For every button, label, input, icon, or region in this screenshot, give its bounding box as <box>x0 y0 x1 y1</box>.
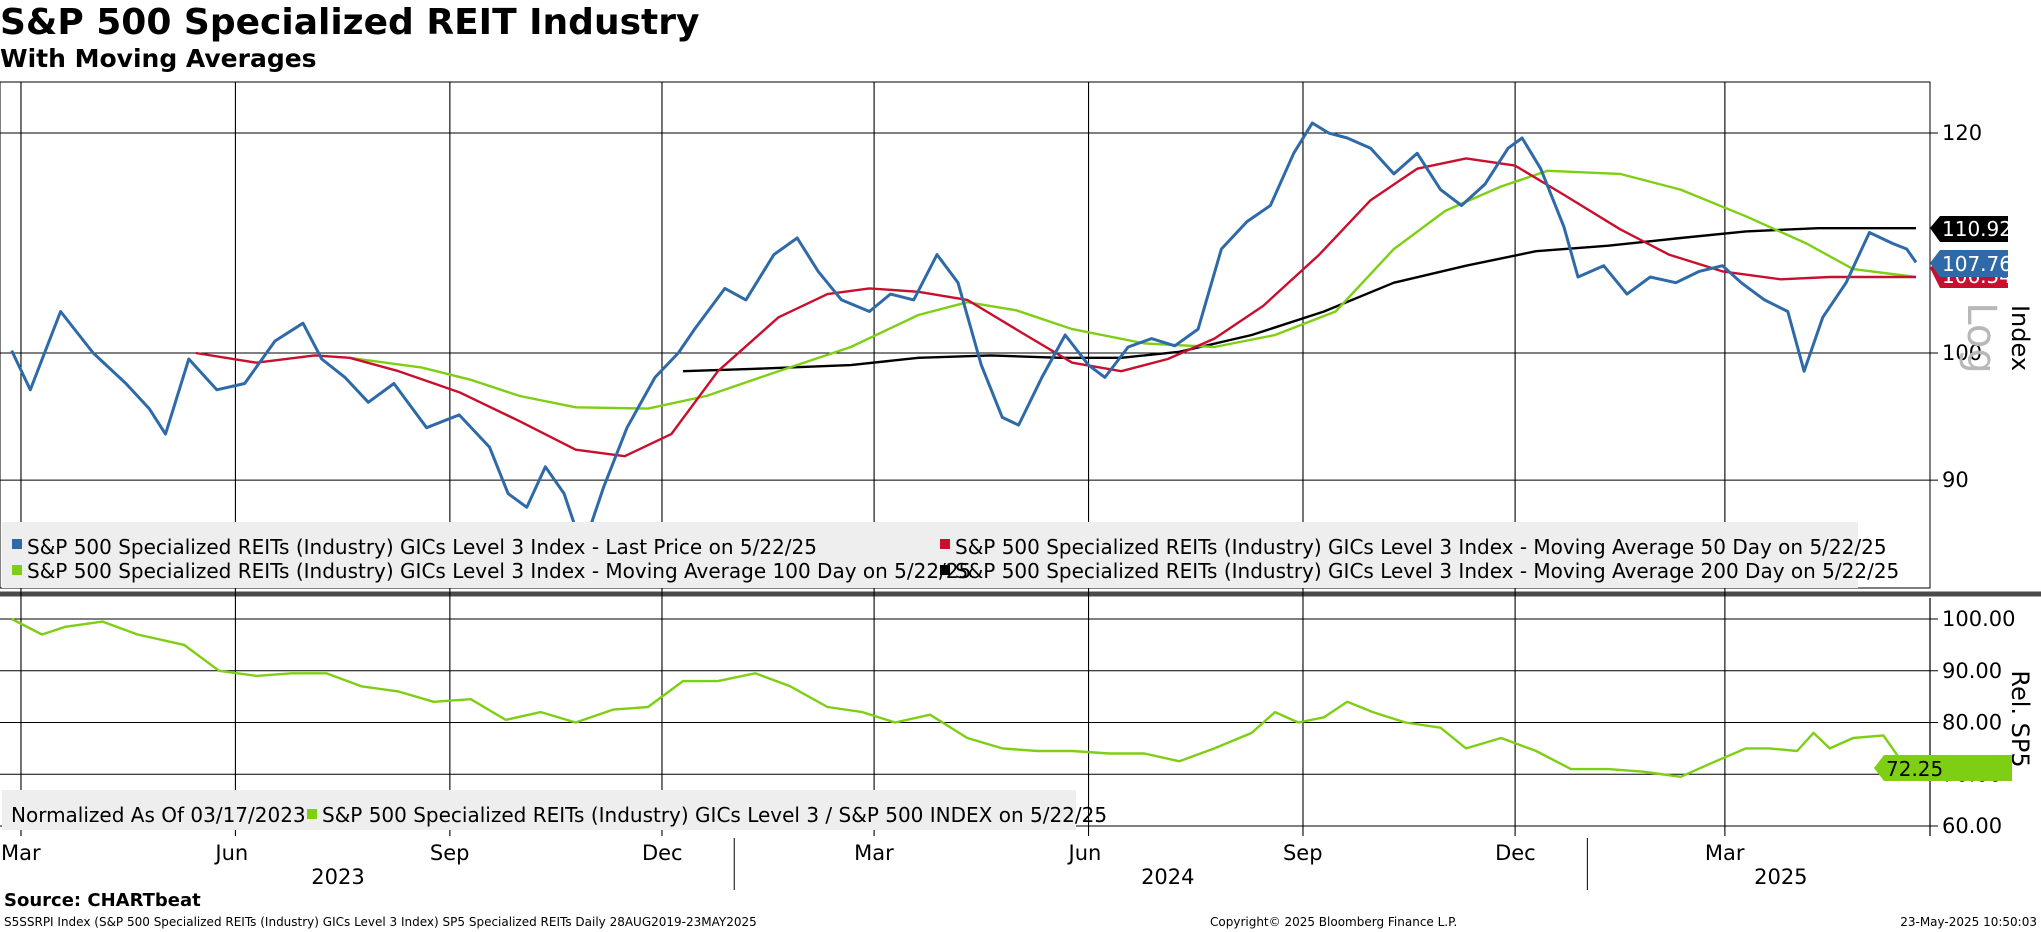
legend-swatch-ma50 <box>940 539 950 549</box>
relative-series-line <box>11 617 1917 778</box>
source-label: Source: CHARTbeat <box>4 890 201 911</box>
legend-price-label: S&P 500 Specialized REITs (Industry) GIC… <box>27 535 817 559</box>
badge-price: 107.76 <box>1930 250 2012 277</box>
badge-relative-value: 72.25 <box>1886 757 1943 781</box>
x-month-tick-label: Jun <box>213 841 248 865</box>
lower-y-tick-label: 60.00 <box>1942 814 2002 838</box>
legend-swatch-relative <box>307 809 317 819</box>
legend-ma200-label: S&P 500 Specialized REITs (Industry) GIC… <box>955 559 1899 583</box>
badge-ma200: 110.92 <box>1930 216 2012 242</box>
lower-legend: Normalized As Of 03/17/2023 S&P 500 Spec… <box>11 803 1107 827</box>
upper-y-axis-title: Index <box>2006 305 2034 371</box>
legend-swatch-ma100 <box>12 565 22 575</box>
series-layer <box>10 121 1918 778</box>
upper-y-tick-label: 100 <box>1942 341 1982 365</box>
footer-left: S5SSRPI Index (S&P 500 Specialized REITs… <box>4 915 757 929</box>
x-year-label: 2024 <box>1141 865 1194 889</box>
upper-legend-box <box>2 522 1858 588</box>
axes-layer: Mar Jun Sep Dec Mar Jun Sep Dec Mar 2023 2024 2025 1… <box>1 121 2016 889</box>
x-month-tick-label: Mar <box>1705 841 1745 865</box>
footer-copyright: Copyright© 2025 Bloomberg Finance L.P. <box>1210 915 1458 929</box>
grid-layer <box>0 81 2041 890</box>
x-month-tick-label: Dec <box>642 841 683 865</box>
ma200-series-line <box>682 226 1916 373</box>
footer-timestamp: 23-May-2025 10:50:03 <box>1900 915 2037 929</box>
x-year-label: 2023 <box>311 865 364 889</box>
log-scale-label: Log <box>1958 302 2004 373</box>
lower-y-tick-label: 100.00 <box>1942 607 2015 631</box>
upper-y-tick-label: 120 <box>1942 121 1982 145</box>
badge-price-shape <box>1930 250 2008 277</box>
lower-legend-box <box>2 790 1076 830</box>
upper-legend: S&P 500 Specialized REITs (Industry) GIC… <box>12 535 1899 583</box>
badge-ma200-value: 110.92 <box>1942 217 2012 241</box>
lower-y-tick-label: 90.00 <box>1942 659 2002 683</box>
upper-panel-frame <box>0 81 1931 589</box>
upper-y-tick-label: 90 <box>1942 468 1969 492</box>
legend-swatch-price <box>12 539 22 549</box>
page-subtitle: With Moving Averages <box>0 44 317 73</box>
legend-normalized-label: Normalized As Of 03/17/2023 <box>11 803 306 827</box>
ma100-series-line <box>349 169 1917 410</box>
legend-swatch-ma200 <box>940 565 950 575</box>
lower-y-tick-label: 80.00 <box>1942 711 2002 735</box>
badge-price-value: 107.76 <box>1942 252 2012 276</box>
price-series-line <box>10 121 1918 551</box>
legend-ma100-label: S&P 500 Specialized REITs (Industry) GIC… <box>27 559 971 583</box>
page-title: S&P 500 Specialized REIT Industry <box>0 2 700 43</box>
badge-relative: 72.25 <box>1874 755 2012 781</box>
badge-relative-shape <box>1874 755 2012 781</box>
legend-relative-label: S&P 500 Specialized REITs (Industry) GIC… <box>322 803 1107 827</box>
x-month-tick-label: Sep <box>430 841 470 865</box>
x-year-label: 2025 <box>1754 865 1807 889</box>
legend-ma50-label: S&P 500 Specialized REITs (Industry) GIC… <box>955 535 1887 559</box>
x-month-tick-label: Sep <box>1283 841 1323 865</box>
badge-ma200-shape <box>1930 216 2008 242</box>
ma50-series-line <box>195 157 1916 458</box>
lower-y-axis-title: Rel. SP5 <box>2006 670 2034 767</box>
x-month-tick-label: Mar <box>1 841 41 865</box>
x-month-tick-label: Dec <box>1495 841 1536 865</box>
x-month-tick-label: Jun <box>1067 841 1102 865</box>
x-month-tick-label: Mar <box>854 841 894 865</box>
